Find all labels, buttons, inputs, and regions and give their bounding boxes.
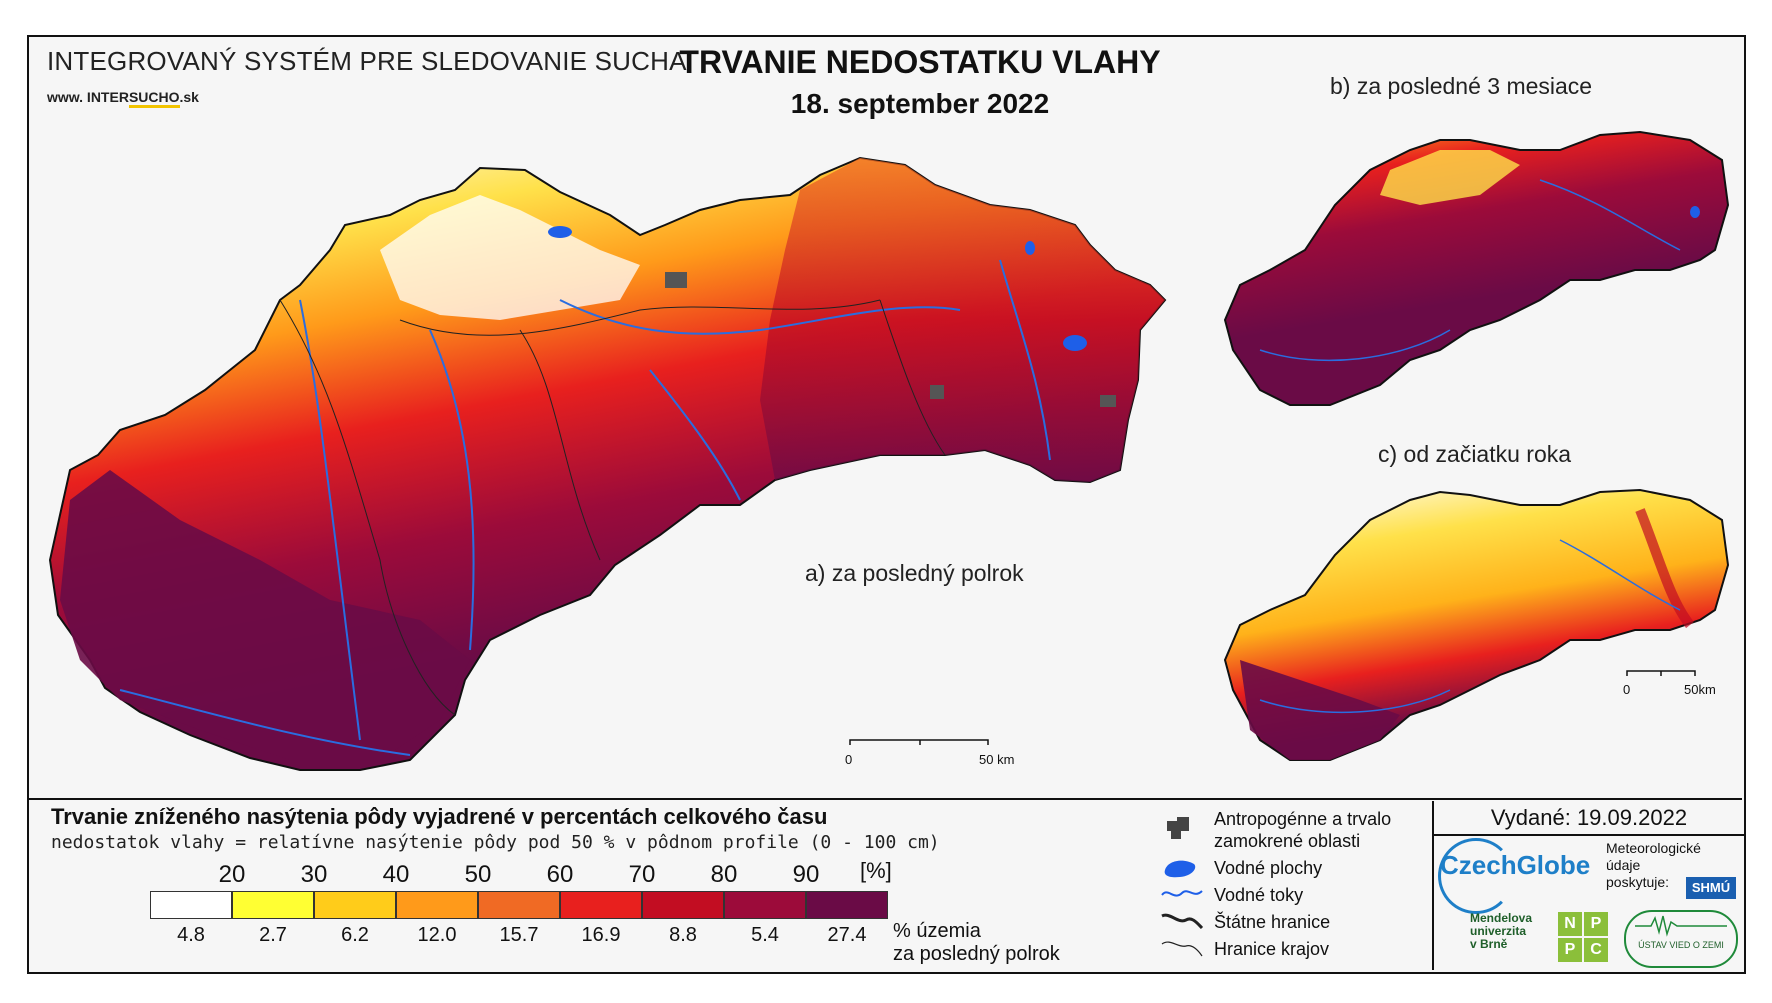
legend-urban-label: Antropogénne a trvalo zamokrené oblasti [1214,808,1391,852]
legend-swatch [232,891,314,919]
legend-unit: [%] [860,858,892,883]
legend-region-border-label: Hranice krajov [1214,939,1330,959]
legend-area-percentage: 15.7 [499,924,539,946]
legend-swatch [724,891,806,919]
legend-area-percentage: 6.2 [341,924,369,946]
slovakia-map-half-year [48,156,1167,771]
website-accent: SUCHO [128,89,180,108]
water-body-icon [1162,858,1198,885]
legend-swatch [150,891,232,919]
legend-area-percentage: 4.8 [177,924,205,946]
drought-maps [48,130,1730,771]
page-title: TRVANIE NEDOSTATKU VLAHY [679,44,1161,80]
scale-bar-small [1626,670,1696,676]
legend-area-percentage: 27.4 [827,924,867,946]
legend-area-percentage: 16.9 [581,924,621,946]
uvz-label: ÚSTAV VIED O ZEMI [1638,940,1724,950]
czechglobe-logo: CzechGlobe [1440,850,1591,880]
credits-panel [1432,836,1744,970]
seismograph-icon [1635,915,1727,937]
legend-swatch [560,891,642,919]
legend-area-percentage: 12.0 [417,924,457,946]
map-date: 18. september 2022 [790,88,1050,119]
urban-area-icon [1165,815,1191,841]
slovakia-map-3-months [1223,130,1730,406]
legend-title: Trvanie zníženého nasýtenia pôdy vyjadre… [51,804,828,829]
legend-threshold: 30 [300,861,328,888]
state-border-icon [1160,910,1204,937]
legend-swatch [396,891,478,919]
mendel-line-2: univerzita [1470,924,1527,938]
meteo-line-2: údaje [1606,857,1641,873]
legend-threshold: 90 [792,861,820,888]
legend-area-percentage: 5.4 [751,924,779,946]
legend-threshold: 60 [546,861,574,888]
scale-bar-main [849,739,989,745]
scale-main-start: 0 [845,752,853,767]
area-note-line-2: za posledný polrok [893,943,1060,965]
legend-river-label: Vodné toky [1214,885,1304,905]
river-icon [1160,885,1204,908]
slovakia-map-since-year-start [1223,488,1730,761]
shmu-logo: SHMÚ [1686,877,1736,899]
legend-area-percentage: 8.8 [669,924,697,946]
npcp-cell: C [1584,938,1608,962]
meteo-line-1: Meteorologické [1606,840,1701,856]
legend-subtitle: nedostatok vlahy = relatívne nasýtenie p… [51,832,940,853]
legend-swatch [806,891,888,919]
legend-state-border-label: Štátne hranice [1214,912,1331,932]
legend-swatch [314,891,396,919]
legend-threshold: 20 [218,861,246,888]
scale-main-end: 50 km [979,752,1015,767]
npcp-cell: P [1558,938,1582,962]
meteo-line-3: poskytuje: [1606,874,1670,890]
legend-threshold: 80 [710,861,738,888]
legend-threshold: 70 [628,861,656,888]
legend-threshold: 50 [464,861,492,888]
legend-threshold: 40 [382,861,410,888]
npcp-logo: N P P C [1558,912,1608,962]
scale-small-end: 50km [1684,682,1716,697]
earth-science-institute-logo: ÚSTAV VIED O ZEMI [1624,910,1738,968]
website-link[interactable]: www. INTERSUCHO.sk [47,89,199,108]
legend-water-body-label: Vodné plochy [1214,858,1323,878]
region-border-icon [1160,936,1204,963]
npcp-cell: P [1584,912,1608,936]
mendel-line-1: Mendelova [1470,911,1533,925]
mendel-university-logo: Mendelova univerzita v Brně [1470,912,1532,951]
czechglobe-logo-ring [1438,838,1514,914]
panel-b-label: b) za posledné 3 mesiace [1330,73,1593,99]
issued-date: Vydané: 19.09.2022 [1432,801,1744,836]
urban-label-line-1: Antropogénne a trvalo [1214,809,1392,829]
legend-area-note: % územia za posledný polrok [893,920,1060,966]
legend-area-percentage: 2.7 [259,924,287,946]
scale-small-start: 0 [1623,682,1631,697]
meteo-data-credit: Meteorologické údaje poskytuje: [1606,840,1701,891]
urban-label-line-2: zamokrené oblasti [1214,831,1361,851]
system-title: INTEGROVANÝ SYSTÉM PRE SLEDOVANIE SUCHA [47,46,687,76]
panel-a-label: a) za posledný polrok [805,560,1024,586]
panel-c-label: c) od začiatku roka [1378,441,1572,467]
npcp-cell: N [1558,912,1582,936]
mendel-line-3: v Brně [1470,937,1508,951]
legend-swatch [478,891,560,919]
legend-swatch [642,891,724,919]
area-note-line-1: % územia [893,920,981,942]
website-prefix: www. INTER [47,89,129,105]
legend-panel [27,798,1742,972]
website-suffix: .sk [179,89,199,105]
